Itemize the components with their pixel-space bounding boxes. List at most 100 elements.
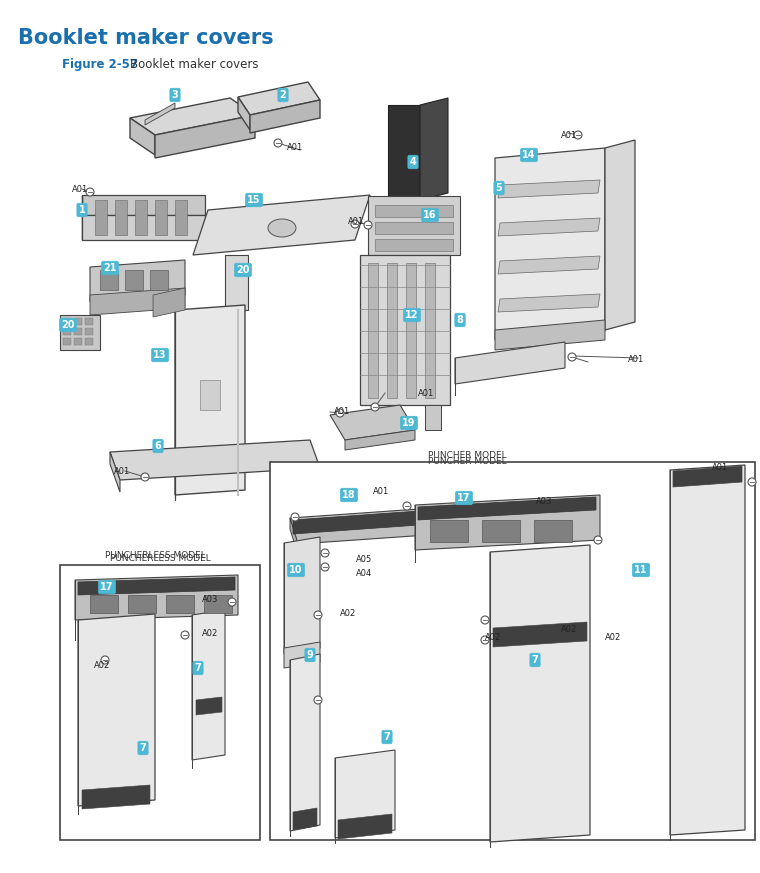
Polygon shape [495, 148, 605, 340]
Text: A04: A04 [356, 568, 372, 578]
Polygon shape [82, 215, 205, 240]
Bar [85, 318, 93, 325]
Circle shape [228, 598, 236, 606]
Circle shape [364, 221, 372, 229]
Bar [74, 318, 82, 325]
Text: A02: A02 [94, 661, 110, 670]
Polygon shape [78, 614, 155, 806]
Bar [85, 338, 93, 345]
Polygon shape [290, 654, 320, 831]
Text: 15: 15 [247, 195, 261, 205]
Text: A02: A02 [485, 633, 501, 642]
Circle shape [481, 616, 489, 624]
Polygon shape [238, 97, 250, 130]
Polygon shape [293, 808, 317, 830]
Text: A01: A01 [72, 184, 88, 194]
Text: 7: 7 [384, 732, 391, 742]
Text: Booklet maker covers: Booklet maker covers [18, 28, 274, 48]
Polygon shape [75, 575, 238, 620]
Bar [63, 318, 71, 325]
Bar [125, 270, 143, 290]
Text: 4: 4 [410, 157, 416, 167]
Bar [115, 200, 127, 235]
Polygon shape [425, 405, 441, 430]
Circle shape [141, 473, 149, 481]
Text: A03: A03 [202, 595, 218, 604]
Polygon shape [145, 103, 175, 125]
Text: 1: 1 [78, 205, 85, 215]
Polygon shape [290, 518, 298, 555]
Text: A01: A01 [628, 355, 644, 365]
Polygon shape [60, 315, 100, 350]
Bar [128, 595, 156, 613]
Text: A01: A01 [348, 217, 364, 226]
Polygon shape [130, 118, 155, 155]
Bar [425, 263, 435, 398]
Circle shape [351, 220, 359, 228]
Polygon shape [90, 288, 185, 315]
Text: 3: 3 [172, 90, 179, 100]
Bar [270, 462, 755, 840]
Text: 8: 8 [457, 315, 464, 325]
Text: A01: A01 [373, 486, 389, 496]
Circle shape [291, 513, 299, 521]
Polygon shape [250, 100, 320, 133]
Bar [375, 222, 453, 234]
Ellipse shape [268, 219, 296, 237]
Text: PUNCHERLESS MODEL: PUNCHERLESS MODEL [105, 551, 205, 560]
Circle shape [574, 131, 582, 139]
Circle shape [314, 611, 322, 619]
Polygon shape [495, 320, 605, 350]
Circle shape [481, 636, 489, 644]
Polygon shape [196, 697, 222, 715]
Circle shape [371, 403, 379, 411]
Text: 21: 21 [103, 263, 117, 273]
Text: 13: 13 [154, 350, 166, 360]
Polygon shape [360, 255, 450, 405]
Polygon shape [155, 115, 255, 158]
Polygon shape [493, 622, 587, 647]
Text: PUNCHER MODEL: PUNCHER MODEL [428, 451, 506, 460]
Bar [375, 205, 453, 217]
Polygon shape [78, 577, 235, 595]
Text: 2: 2 [280, 90, 287, 100]
Polygon shape [372, 405, 388, 430]
Bar [387, 263, 397, 398]
Text: A05: A05 [356, 554, 372, 563]
Bar [175, 200, 187, 235]
Bar [150, 270, 168, 290]
Polygon shape [284, 537, 320, 654]
Polygon shape [330, 405, 415, 440]
Circle shape [86, 188, 94, 196]
Circle shape [568, 353, 576, 361]
Text: PUNCHERLESS MODEL: PUNCHERLESS MODEL [109, 554, 211, 563]
Bar [534, 520, 572, 542]
Polygon shape [335, 750, 395, 838]
Polygon shape [225, 255, 248, 310]
Circle shape [101, 656, 109, 664]
Polygon shape [153, 288, 185, 317]
Polygon shape [284, 642, 320, 668]
Bar [375, 239, 453, 251]
Text: A01: A01 [114, 466, 130, 476]
Text: 6: 6 [154, 441, 161, 451]
Polygon shape [498, 256, 600, 274]
Text: 5: 5 [496, 183, 502, 193]
Text: 18: 18 [342, 490, 356, 500]
Bar [95, 200, 107, 235]
Text: 10: 10 [290, 565, 302, 575]
Polygon shape [673, 466, 742, 487]
Text: 16: 16 [423, 210, 437, 220]
Text: 7: 7 [195, 663, 201, 673]
Text: 7: 7 [140, 743, 147, 753]
Text: A01: A01 [287, 143, 303, 153]
Polygon shape [345, 430, 415, 450]
Bar [74, 328, 82, 335]
Polygon shape [110, 440, 320, 480]
Text: 9: 9 [306, 650, 313, 660]
Text: A02: A02 [605, 633, 621, 642]
Text: A01: A01 [561, 130, 577, 140]
Polygon shape [368, 196, 460, 255]
Text: 19: 19 [402, 418, 416, 428]
Polygon shape [90, 260, 185, 302]
